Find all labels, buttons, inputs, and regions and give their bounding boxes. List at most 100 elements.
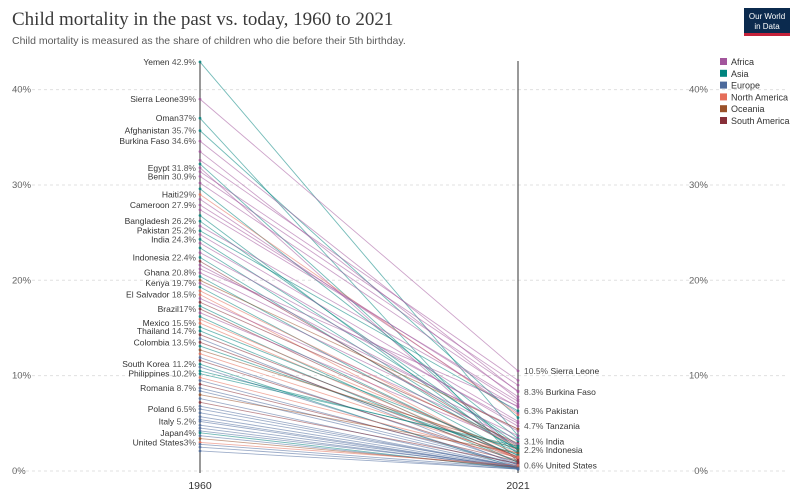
slope-line [199, 373, 519, 447]
point-1960 [198, 129, 202, 133]
point-2021 [516, 467, 520, 471]
point-1960 [198, 271, 202, 275]
value-1960-el-salvador: 18.5% [172, 290, 197, 300]
point-1960 [198, 263, 202, 267]
label-1960-colombia: Colombia [134, 337, 170, 347]
point-1960 [198, 259, 202, 263]
grid-lines [14, 89, 786, 472]
point-1960 [198, 348, 202, 352]
point-1960 [198, 407, 202, 411]
point-1960 [198, 267, 202, 271]
legend-swatch-north-america [720, 93, 727, 101]
point-2021 [516, 456, 520, 460]
point-1960 [198, 423, 202, 427]
label-1960-pakistan: Pakistan [137, 226, 170, 236]
value-2021-tanzania: 4.7% [524, 421, 544, 431]
label-2021-indonesia: Indonesia [546, 445, 583, 455]
slope-line [199, 286, 519, 457]
point-1960 [198, 170, 202, 174]
point-1960 [198, 203, 202, 207]
point-1960 [198, 214, 202, 217]
value-1960-italy: 5.2% [177, 416, 197, 426]
point-1960 [198, 329, 202, 333]
legend-swatch-south-america [720, 117, 727, 124]
y-tick-label-right: 10% [689, 371, 709, 382]
point-2021 [516, 409, 520, 413]
slope-line [199, 438, 519, 468]
point-1960 [198, 420, 202, 423]
legend-swatch-oceania [720, 105, 727, 113]
point-2021 [516, 383, 520, 387]
point-1960 [198, 426, 202, 430]
y-tick-label-left: 40% [12, 85, 32, 96]
label-1960-egypt: Egypt [148, 163, 170, 173]
value-1960-oman: 37% [179, 113, 196, 123]
value-1960-benin: 30.9% [172, 171, 197, 181]
label-2021-burkina-faso: Burkina Faso [546, 387, 596, 397]
label-2021-united-states: United States [546, 460, 597, 470]
legend-label-asia: Asia [731, 69, 749, 79]
value-1960-pakistan: 25.2% [172, 226, 197, 236]
slope-line [199, 412, 519, 467]
point-1960 [198, 139, 202, 143]
slope-line [199, 167, 519, 454]
label-1960-kenya: Kenya [145, 278, 169, 288]
point-1960 [198, 281, 202, 285]
point-1960 [198, 197, 202, 201]
point-1960 [198, 434, 202, 438]
slope-line [199, 234, 519, 422]
y-tick-label-left: 20% [12, 275, 32, 286]
chart-title: Child mortality in the past vs. today, 1… [12, 9, 394, 30]
point-1960 [198, 300, 202, 304]
slope-line [199, 151, 519, 400]
slope-line [199, 349, 519, 450]
slope-line [199, 377, 519, 459]
point-1960 [198, 219, 202, 223]
value-1960-haiti: 29% [179, 189, 196, 199]
point-1960 [198, 449, 202, 453]
slope-line [199, 98, 519, 372]
slope-line [199, 225, 519, 408]
x-label-1960: 1960 [188, 480, 212, 492]
owid-logo[interactable]: Our World in Data [744, 8, 790, 36]
slope-line [199, 443, 519, 469]
point-1960 [198, 352, 202, 356]
point-2021 [516, 463, 520, 467]
slope-line [199, 383, 519, 462]
slope-line [199, 353, 519, 458]
value-1960-bangladesh: 26.2% [172, 216, 197, 226]
label-2021-tanzania: Tanzania [546, 421, 580, 431]
point-1960 [198, 415, 202, 419]
point-1960 [198, 317, 202, 321]
slope-line [199, 268, 519, 407]
point-1960 [198, 174, 202, 178]
point-1960 [198, 315, 202, 318]
point-1960 [198, 356, 202, 359]
label-1960-benin: Benin [148, 171, 170, 181]
label-1960-el-salvador: El Salvador [126, 290, 170, 300]
value-2021-sierra-leone: 10.5% [524, 366, 549, 376]
legend-swatch-europe [720, 81, 727, 89]
point-2021 [516, 451, 520, 455]
point-2021 [516, 427, 520, 431]
slope-line [199, 282, 519, 437]
value-1960-burkina-faso: 34.6% [172, 136, 197, 146]
label-2021-india: India [546, 436, 565, 446]
legend-swatch-asia [720, 69, 727, 77]
point-1960 [198, 337, 202, 340]
slope-line [199, 424, 519, 468]
point-2021 [516, 438, 520, 441]
point-2021 [516, 421, 520, 425]
slope-line [199, 298, 519, 440]
value-1960-kenya: 19.7% [172, 278, 197, 288]
value-1960-poland: 6.5% [177, 404, 197, 414]
point-1960 [198, 251, 202, 255]
label-2021-pakistan: Pakistan [546, 406, 579, 416]
slope-line [199, 61, 519, 437]
point-1960 [198, 187, 202, 191]
point-1960 [198, 293, 202, 297]
point-1960 [198, 404, 202, 408]
